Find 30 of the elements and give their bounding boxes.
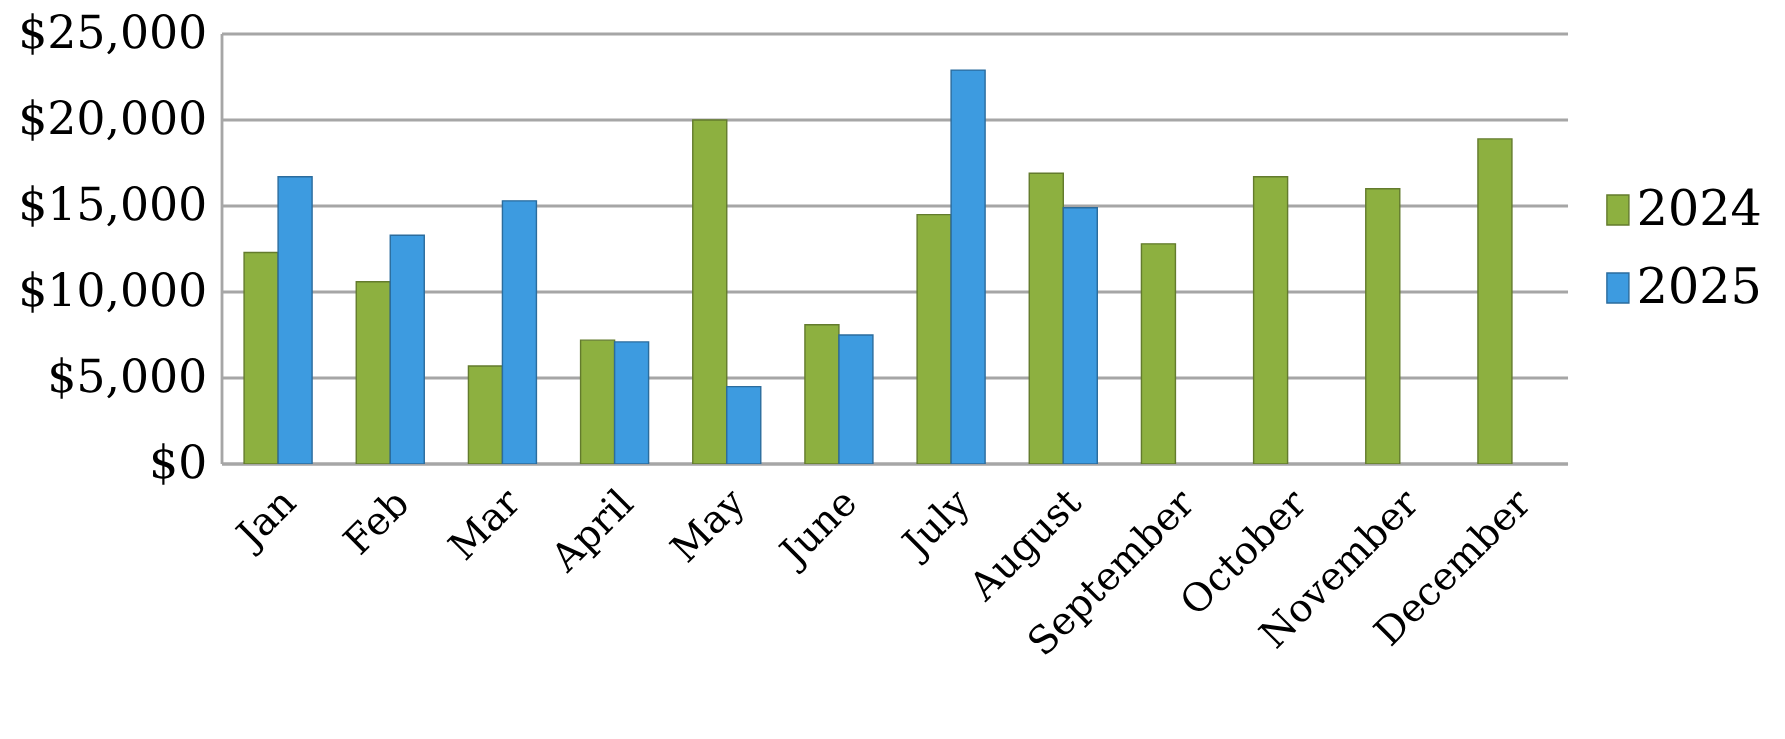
x-tick-label: Feb bbox=[341, 496, 407, 556]
y-tick-label: $15,000 bbox=[22, 185, 205, 227]
bar bbox=[804, 323, 840, 464]
bar bbox=[1365, 188, 1401, 464]
y-tick-label: $25,000 bbox=[22, 13, 205, 55]
bar bbox=[355, 280, 391, 464]
bar bbox=[389, 234, 425, 464]
bar bbox=[243, 251, 279, 464]
bar bbox=[579, 339, 616, 464]
bar bbox=[613, 341, 650, 464]
bar bbox=[1252, 176, 1289, 464]
y-tick-label: $5,000 bbox=[51, 357, 205, 399]
y-tick-label: $10,000 bbox=[22, 271, 205, 313]
bar bbox=[501, 200, 538, 464]
bar bbox=[1140, 243, 1177, 464]
legend-label: 2025 bbox=[1640, 266, 1759, 304]
bar bbox=[838, 334, 874, 464]
x-tick-label: Jan bbox=[234, 495, 298, 557]
legend-label: 2024 bbox=[1640, 188, 1760, 226]
bar bbox=[467, 365, 504, 464]
y-tick-label: $20,000 bbox=[22, 99, 205, 141]
y-tick-label: $0 bbox=[152, 443, 205, 485]
bar bbox=[1028, 172, 1064, 464]
bar bbox=[950, 69, 986, 464]
bar bbox=[726, 385, 762, 464]
bar bbox=[916, 213, 952, 464]
bar bbox=[692, 119, 728, 464]
bar bbox=[1062, 207, 1098, 464]
bar bbox=[1477, 138, 1513, 464]
bar bbox=[277, 176, 313, 464]
